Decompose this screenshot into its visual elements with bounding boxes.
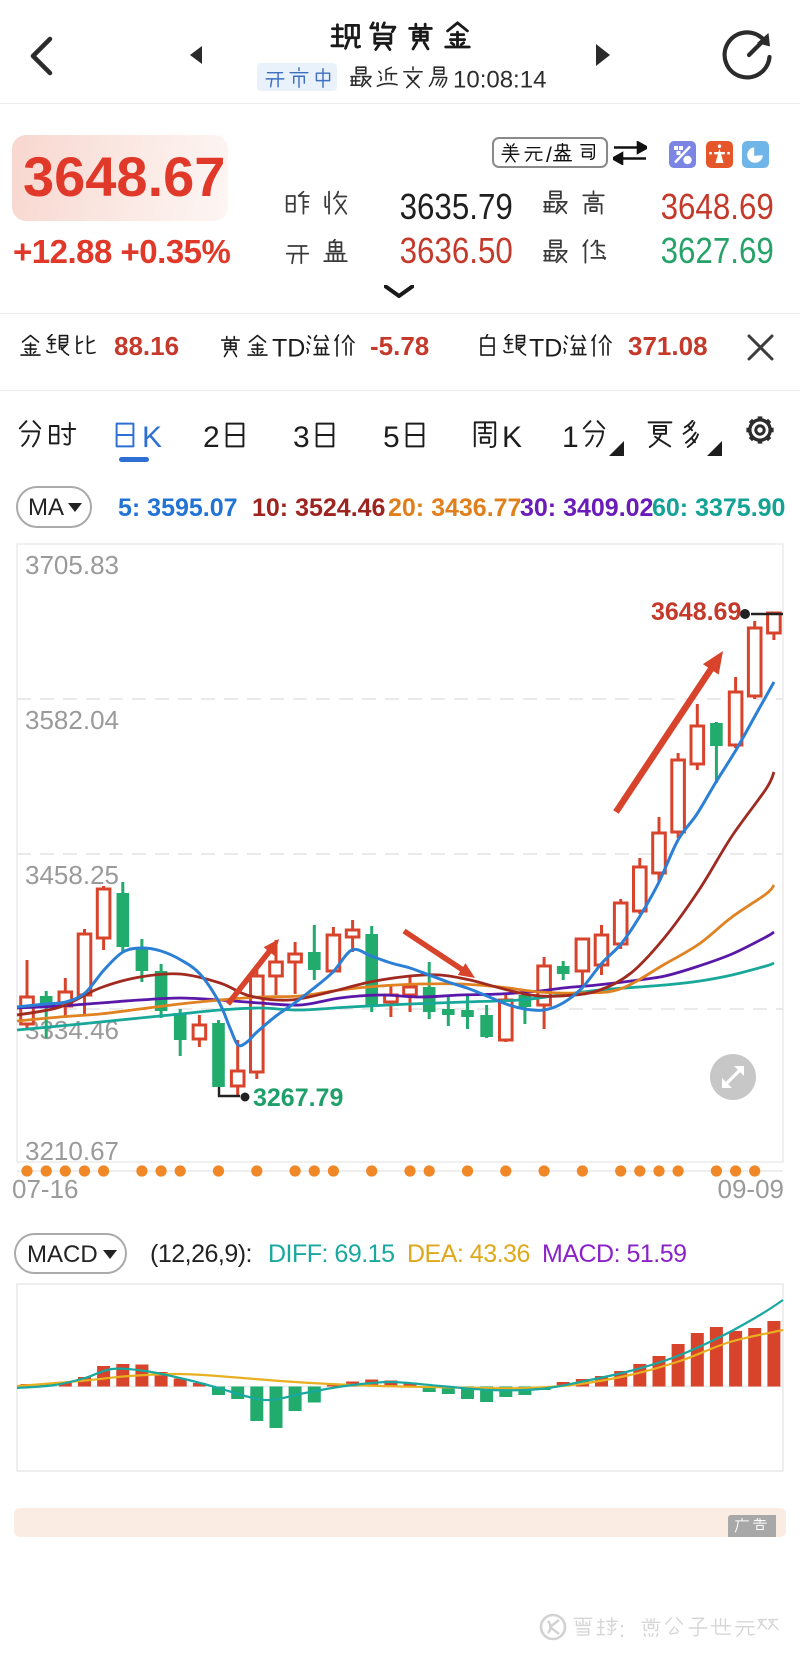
svg-text:3210.67: 3210.67 [25, 1136, 119, 1166]
svg-text:07-16: 07-16 [12, 1174, 79, 1204]
svg-text:3458.25: 3458.25 [25, 860, 119, 890]
svg-text:3648.69: 3648.69 [651, 598, 741, 626]
svg-text:3705.83: 3705.83 [25, 550, 119, 580]
svg-text:3582.04: 3582.04 [25, 705, 119, 735]
svg-text:3267.79: 3267.79 [253, 1084, 343, 1112]
svg-text:09-09: 09-09 [718, 1174, 785, 1204]
